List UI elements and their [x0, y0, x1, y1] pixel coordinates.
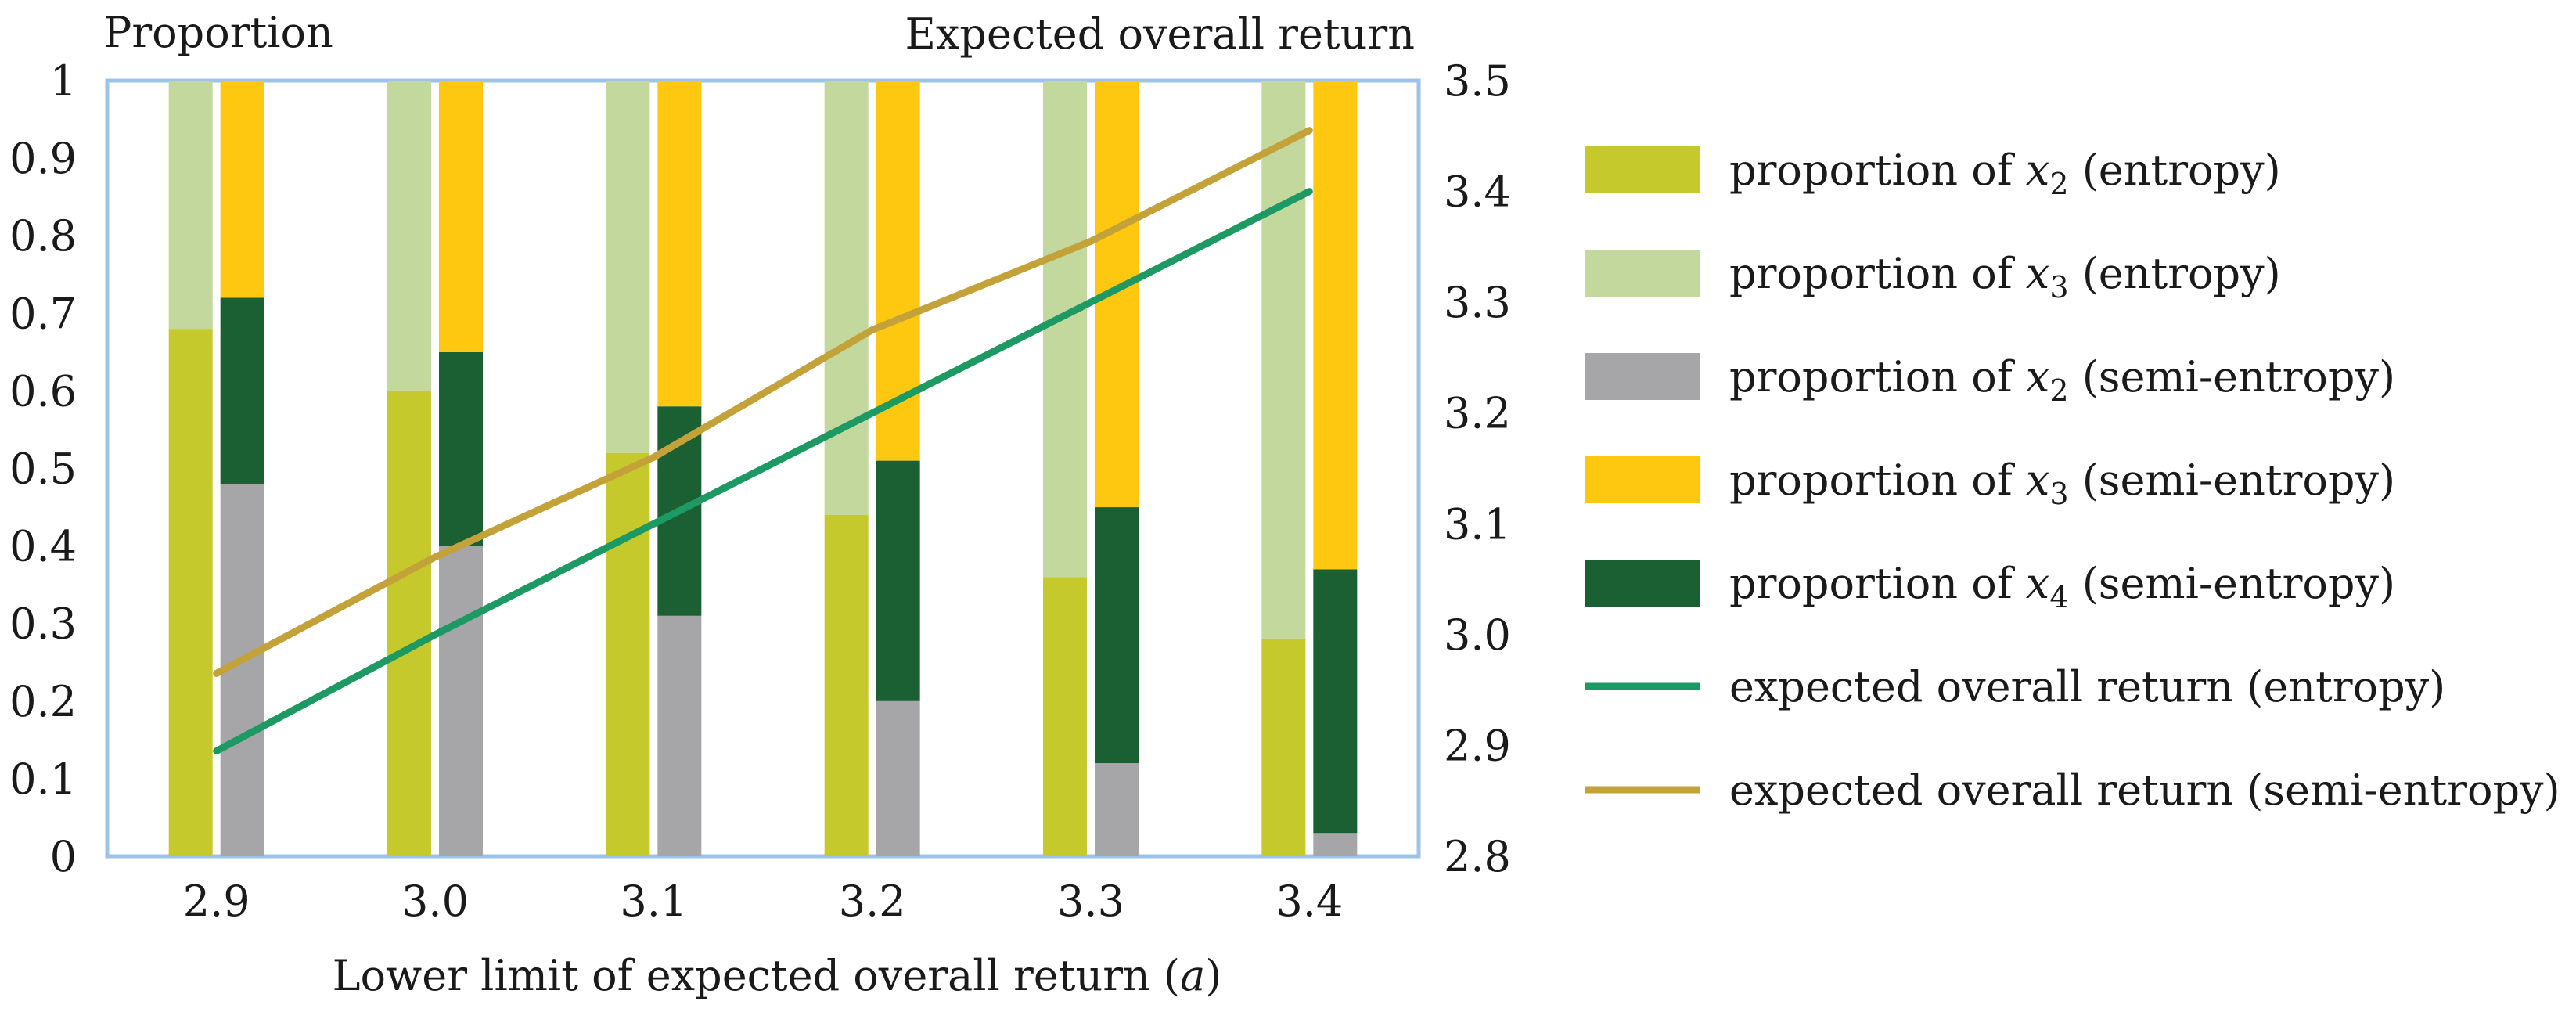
- bar-entropy-2.9: [168, 329, 213, 856]
- right-tick-label: 3.0: [1444, 610, 1511, 660]
- bar-entropy-3.2: [824, 81, 869, 515]
- right-tick-label: 2.8: [1444, 832, 1511, 881]
- bar-entropy-3.0: [387, 81, 431, 391]
- legend-label: expected overall return (semi-entropy): [1729, 765, 2560, 815]
- x-tick-label: 3.1: [620, 877, 687, 926]
- bar-semi-entropy-3.0: [439, 546, 483, 856]
- bar-semi-entropy-2.9: [220, 297, 264, 484]
- left-tick-label: 0.7: [9, 289, 77, 338]
- bar-entropy-3.4: [1261, 81, 1306, 639]
- bar-entropy-3.3: [1043, 577, 1087, 856]
- x-axis-title-suffix: ): [1205, 951, 1221, 1000]
- left-tick-label: 0.2: [9, 677, 77, 726]
- right-tick-label: 3.1: [1444, 499, 1511, 549]
- left-tick-label: 0: [50, 832, 77, 881]
- line-series-entropy: [213, 188, 1313, 754]
- lines-layer: [213, 127, 1313, 754]
- bar-semi-entropy-3.0: [439, 351, 483, 546]
- bar-entropy-3.3: [1043, 81, 1087, 578]
- left-axis-ticks: 0 0.1 0.2 0.3 0.4 0.5 0.6 0.7 0.8 0.9 1: [9, 56, 77, 881]
- left-tick-label: 0.6: [9, 366, 77, 416]
- line-series-semi-entropy: [213, 127, 1313, 677]
- legend-swatch: [1585, 250, 1700, 297]
- bar-entropy-2.9: [168, 81, 213, 330]
- legend-label: proportion of x4 (semi-entropy): [1729, 559, 2395, 614]
- bar-semi-entropy-2.9: [220, 81, 264, 298]
- x-tick-label: 3.3: [1057, 877, 1124, 926]
- bar-semi-entropy-3.4: [1313, 569, 1358, 834]
- legend-swatch: [1585, 560, 1700, 607]
- x-axis-title-var: a: [1180, 951, 1205, 1000]
- legend-swatch: [1585, 456, 1700, 503]
- left-tick-label: 0.8: [9, 211, 77, 261]
- x-axis-title-prefix: Lower limit of expected overall return (: [333, 951, 1180, 1000]
- right-tick-label: 3.5: [1444, 56, 1511, 106]
- left-tick-label: 0.3: [9, 600, 77, 649]
- left-tick-label: 1: [50, 56, 77, 106]
- x-tick-label: 3.2: [839, 877, 906, 926]
- bar-semi-entropy-3.1: [657, 615, 702, 856]
- left-tick-label: 0.5: [9, 445, 77, 494]
- legend-label: proportion of x2 (semi-entropy): [1729, 352, 2395, 408]
- bar-semi-entropy-3.1: [657, 81, 702, 407]
- left-axis-title: Proportion: [103, 8, 333, 57]
- bar-entropy-3.0: [387, 391, 431, 856]
- bar-semi-entropy-3.2: [876, 700, 920, 856]
- x-tick-label: 3.0: [401, 877, 469, 926]
- bar-entropy-3.4: [1261, 639, 1306, 856]
- bar-semi-entropy-3.3: [1095, 507, 1139, 764]
- legend-label: proportion of x3 (semi-entropy): [1729, 456, 2395, 511]
- left-tick-label: 0.9: [9, 134, 77, 183]
- right-tick-label: 2.9: [1444, 721, 1511, 770]
- legend-label: proportion of x2 (entropy): [1729, 146, 2281, 201]
- bars-layer: [168, 81, 1358, 856]
- right-tick-label: 3.3: [1444, 278, 1511, 327]
- left-tick-label: 0.1: [9, 754, 77, 804]
- bar-entropy-3.1: [606, 81, 650, 453]
- x-tick-label: 2.9: [183, 877, 250, 926]
- right-axis-title: Expected overall return: [905, 9, 1415, 59]
- legend: proportion of x2 (entropy) proportion of …: [1585, 146, 2560, 815]
- right-axis-ticks: 2.8 2.9 3.0 3.1 3.2 3.3 3.4 3.5: [1444, 56, 1511, 881]
- bar-semi-entropy-3.2: [876, 460, 920, 701]
- right-tick-label: 3.4: [1444, 167, 1511, 217]
- bar-semi-entropy-3.4: [1313, 81, 1358, 570]
- bar-semi-entropy-3.3: [1095, 763, 1139, 856]
- legend-swatch: [1585, 146, 1700, 193]
- bar-entropy-3.2: [824, 514, 869, 856]
- right-tick-label: 3.2: [1444, 389, 1511, 438]
- legend-label: expected overall return (entropy): [1729, 662, 2445, 711]
- bar-entropy-3.1: [606, 452, 650, 856]
- left-tick-label: 0.4: [9, 522, 77, 571]
- legend-swatch: [1585, 353, 1700, 400]
- legend-label: proportion of x3 (entropy): [1729, 249, 2281, 304]
- x-axis-ticks: 2.9 3.0 3.1 3.2 3.3 3.4: [183, 877, 1344, 926]
- bar-semi-entropy-3.0: [439, 81, 483, 352]
- bar-semi-entropy-3.4: [1313, 833, 1358, 856]
- x-axis-title: Lower limit of expected overall return (…: [333, 951, 1222, 1000]
- x-tick-label: 3.4: [1275, 877, 1343, 926]
